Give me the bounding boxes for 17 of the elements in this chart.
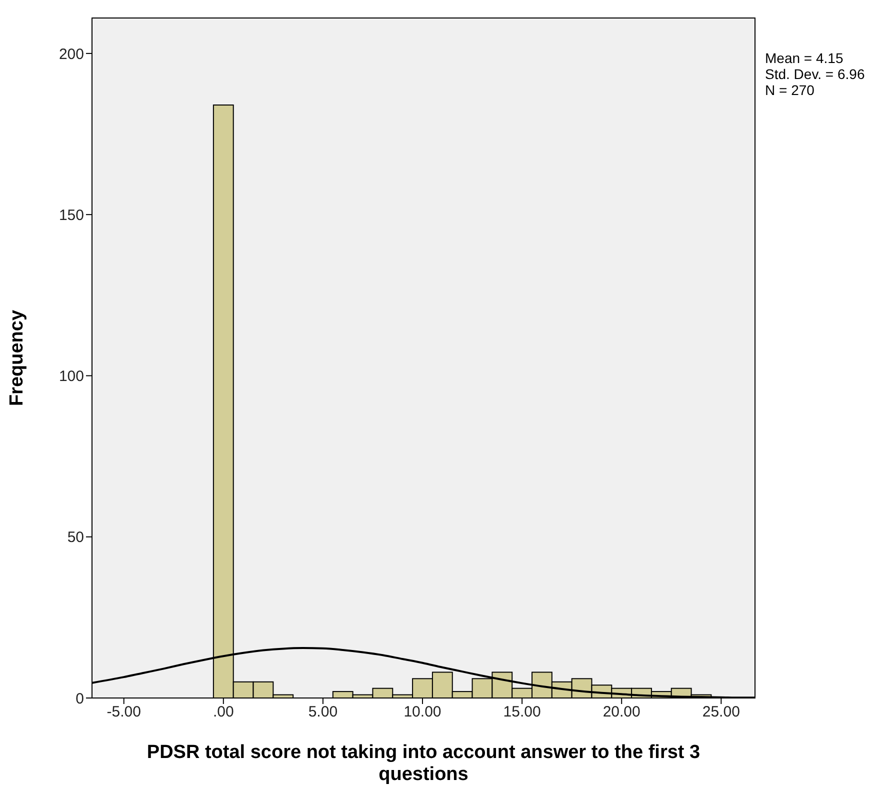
text: Mean = 4.15 (765, 50, 844, 66)
x-axis-title: PDSR total score not taking into account answer to the first 3 questions (146, 742, 702, 786)
x-tick-label: 20.00 (602, 704, 640, 721)
x-tick-label: -5.00 (106, 704, 141, 721)
y-tick-label: 50 (67, 529, 84, 546)
y-tick-label: 0 (76, 690, 84, 708)
text: Std. Dev. = 6.96 (765, 66, 865, 82)
text: N = 270 (765, 82, 816, 98)
y-tick-label: 100 (58, 368, 84, 386)
x-tick-label: 15.00 (503, 704, 541, 721)
y-tick-label: 150 (58, 206, 84, 224)
y-tick-label: 200 (58, 46, 84, 63)
x-tick-label: .00 (212, 704, 234, 721)
y-axis-title: Frequency (6, 310, 28, 406)
x-tick-label: 25.00 (702, 704, 740, 721)
x-tick-label: 10.00 (404, 704, 442, 721)
x-tick-label: 5.00 (308, 704, 338, 721)
